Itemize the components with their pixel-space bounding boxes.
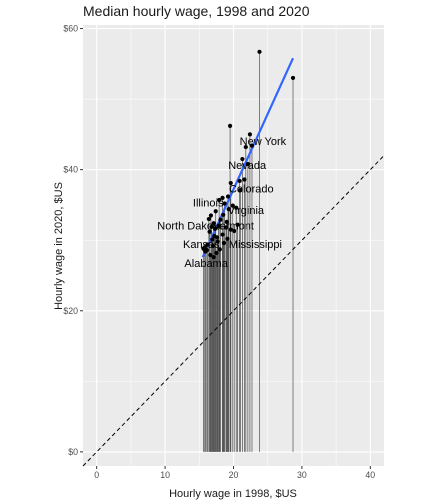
data-point [211, 255, 216, 260]
state-label: Illinois [193, 197, 224, 209]
data-point [207, 229, 212, 234]
fit-line-layer [201, 57, 295, 258]
data-point [225, 194, 231, 199]
data-point [290, 75, 296, 81]
data-point [237, 178, 242, 184]
data-point [210, 243, 216, 248]
reference-line-equal-wage [82, 155, 385, 467]
data-point [224, 219, 229, 224]
data-point [238, 188, 243, 193]
fit-line [201, 57, 295, 258]
x-tick-label: 0 [94, 470, 99, 480]
y-tick-label: $40 [63, 165, 78, 175]
state-label: Mississippi [229, 239, 282, 251]
data-point [212, 233, 217, 239]
data-point [220, 232, 225, 237]
data-point [247, 132, 253, 137]
data-point [203, 249, 208, 254]
data-point [205, 242, 210, 247]
y-axis-title: Hourly wage in 2020, $US [53, 182, 65, 310]
data-point [218, 217, 223, 222]
data-point [223, 225, 229, 230]
y-tick-label: $60 [63, 24, 78, 34]
data-point [208, 252, 213, 258]
data-point [245, 161, 250, 167]
data-point [240, 156, 245, 162]
data-point [232, 228, 237, 234]
data-point [210, 237, 215, 242]
reference-line-layer [82, 155, 385, 467]
x-tick-label: 30 [297, 470, 307, 480]
x-axis: 0 10 20 30 40 [94, 466, 375, 480]
y-tick-label: $0 [68, 447, 78, 457]
state-label: Colorado [229, 183, 274, 195]
state-label: Vermont [213, 221, 254, 233]
major-gridlines [83, 25, 384, 466]
data-point [242, 177, 247, 182]
state-label: North Dakota [157, 221, 223, 233]
data-point [235, 222, 240, 227]
data-point [227, 123, 233, 129]
data-point [208, 213, 214, 218]
data-point [226, 207, 231, 212]
x-tick-label: 40 [365, 470, 375, 480]
data-point [211, 221, 216, 226]
data-point [217, 197, 222, 203]
points-layer [201, 49, 296, 260]
data-point [221, 212, 226, 217]
chart-title: Median hourly wage, 1998 and 2020 [83, 3, 310, 19]
data-point [228, 180, 233, 186]
data-point [209, 224, 214, 229]
state-label: Alabama [184, 258, 228, 270]
y-axis: $0 $20 $40 $60 [63, 24, 83, 457]
data-point [222, 201, 227, 206]
data-point [215, 239, 220, 244]
data-point [213, 209, 218, 214]
data-point [214, 250, 219, 256]
data-point [243, 144, 248, 150]
data-point [249, 143, 255, 148]
data-point [216, 223, 221, 229]
state-label: Virginia [228, 205, 265, 217]
x-axis-title: Hourly wage in 1998, $US [169, 488, 297, 500]
data-point [257, 49, 262, 54]
data-point [217, 247, 222, 252]
x-tick-label: 20 [229, 470, 239, 480]
state-label: Nevada [228, 160, 267, 172]
data-point [221, 240, 227, 246]
state-labels-layer: New York Nevada Colorado Illinois Virginia No… [157, 136, 286, 270]
state-label: Kansas [183, 239, 220, 251]
data-point [220, 195, 225, 200]
data-point [228, 227, 233, 232]
y-tick-label: $20 [63, 306, 78, 316]
data-point [206, 216, 211, 222]
state-label: New York [240, 136, 287, 148]
x-tick-label: 10 [160, 470, 170, 480]
data-point [225, 236, 230, 241]
data-point [230, 203, 235, 208]
data-point [212, 226, 218, 232]
data-point [234, 205, 239, 210]
